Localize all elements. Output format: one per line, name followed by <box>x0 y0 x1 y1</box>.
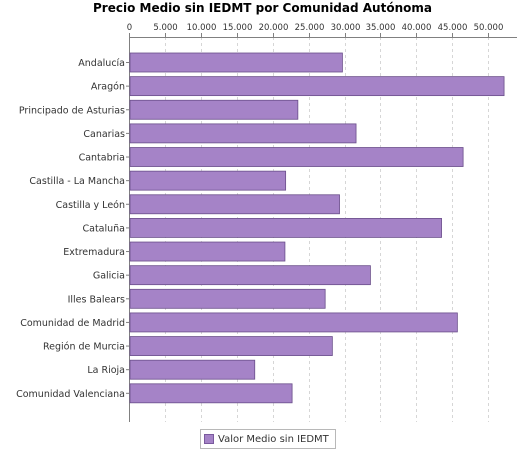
x-tick-label: 35.000 <box>366 23 396 33</box>
bar <box>129 288 326 309</box>
legend: Valor Medio sin IEDMT <box>200 429 336 449</box>
bar <box>129 336 333 356</box>
x-tick-label: 0 <box>127 23 132 33</box>
bar <box>129 383 293 404</box>
bar <box>129 147 464 167</box>
x-tick-label: 30.000 <box>331 23 361 33</box>
category-label: Aragón <box>91 82 125 93</box>
bar <box>129 76 505 97</box>
chart-title: Precio Medio sin IEDMT por Comunidad Aut… <box>93 1 432 15</box>
category-label: Galicia <box>93 271 125 282</box>
category-label: Illes Balears <box>68 294 125 305</box>
x-tick-label: 15.000 <box>223 23 253 33</box>
category-label: Región de Murcia <box>43 342 125 353</box>
category-label: Castilla y León <box>56 200 125 211</box>
x-tick-label: 5.000 <box>153 23 177 33</box>
category-label: Cataluña <box>82 223 125 234</box>
x-tick-label: 50.000 <box>474 23 504 33</box>
category-label: Castilla - La Mancha <box>29 176 125 187</box>
category-label: Extremadura <box>63 247 125 258</box>
legend-swatch <box>204 434 214 444</box>
category-label: La Rioja <box>87 365 125 376</box>
bar <box>129 359 256 380</box>
category-label: Andalucía <box>78 58 125 69</box>
category-label: Cantabria <box>79 153 125 164</box>
category-label: Principado de Asturias <box>19 105 125 116</box>
bar <box>129 99 299 120</box>
category-label: Canarias <box>83 129 125 140</box>
bar <box>129 123 357 144</box>
category-label: Comunidad Valenciana <box>16 389 125 400</box>
bar <box>129 241 286 262</box>
category-label: Comunidad de Madrid <box>20 318 125 329</box>
x-tick-label: 45.000 <box>438 23 468 33</box>
x-tick-label: 25.000 <box>295 23 325 33</box>
bar <box>129 218 442 238</box>
x-tick-label: 10.000 <box>187 23 217 33</box>
bar <box>129 52 343 73</box>
bar <box>129 194 340 215</box>
x-tick-label: 40.000 <box>402 23 432 33</box>
bar <box>129 170 287 191</box>
bar <box>129 312 458 333</box>
legend-label: Valor Medio sin IEDMT <box>218 433 329 445</box>
x-tick-label: 20.000 <box>259 23 289 33</box>
bar <box>129 265 371 286</box>
